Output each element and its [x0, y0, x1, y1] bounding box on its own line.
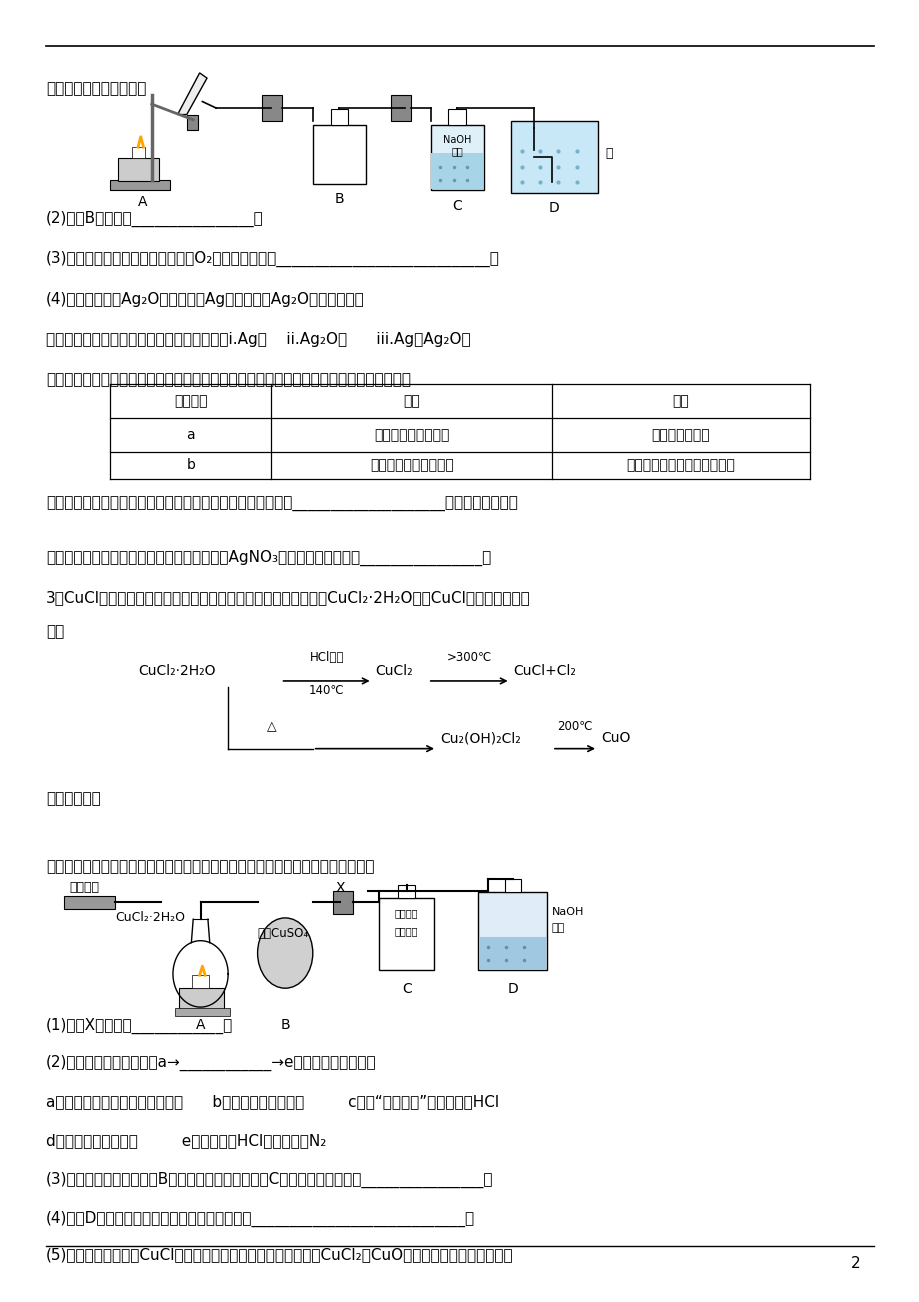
Bar	[479, 937, 546, 969]
Text: d．点燃酒精灯，加热         e．停止通入HCl，然后通入N₂: d．点燃酒精灯，加热 e．停止通入HCl，然后通入N₂	[46, 1133, 326, 1148]
Text: (2)实验操作的先后顺序是a→____________→e（填操作的编号）。: (2)实验操作的先后顺序是a→____________→e（填操作的编号）。	[46, 1055, 376, 1070]
Bar	[391, 95, 411, 121]
Bar	[64, 896, 115, 909]
Bar	[179, 988, 223, 1009]
Text: CuCl₂·2H₂O: CuCl₂·2H₂O	[138, 664, 215, 677]
Text: 现象: 现象	[672, 395, 688, 408]
Text: (4)装置D中发生的氧化还原反应的离子方程式是____________________________。: (4)装置D中发生的氧化还原反应的离子方程式是_________________…	[46, 1211, 474, 1226]
Text: 无水CuSO₄: 无水CuSO₄	[257, 927, 309, 940]
Bar	[505, 879, 521, 892]
Text: 究。: 究。	[46, 624, 64, 639]
Text: 黑色固体溶解，并有气体产生: 黑色固体溶解，并有气体产生	[626, 458, 734, 473]
Text: 溶液: 溶液	[551, 923, 564, 934]
Text: C: C	[452, 199, 461, 212]
Text: 操作: 操作	[403, 395, 420, 408]
Text: b: b	[187, 458, 195, 473]
Text: 《实验探究》该小组用下图所示装置进行实验（夹持仸器略）。请回答下列问题：: 《实验探究》该小组用下图所示装置进行实验（夹持仸器略）。请回答下列问题：	[46, 859, 374, 875]
Bar	[331, 109, 347, 125]
Text: 实验编号: 实验编号	[174, 395, 208, 408]
Text: C: C	[402, 983, 411, 996]
Text: 《资料查阅》: 《资料查阅》	[46, 792, 101, 807]
Text: 加入足量稀瑁酸，振赁: 加入足量稀瑁酸，振赁	[369, 458, 453, 473]
Bar	[262, 95, 282, 121]
Text: NaOH: NaOH	[443, 135, 471, 146]
Text: 气体入口: 气体入口	[69, 880, 99, 893]
Ellipse shape	[257, 918, 312, 988]
Text: Cu₂(OH)₂Cl₂: Cu₂(OH)₂Cl₂	[439, 732, 520, 745]
Text: D: D	[549, 202, 559, 215]
Bar	[448, 109, 466, 125]
Text: CuCl₂·2H₂O: CuCl₂·2H₂O	[115, 910, 185, 923]
Text: (3)在实验过程中，观察到B中物质由白色变为蓝色，C中试纸的颜色变化是________________。: (3)在实验过程中，观察到B中物质由白色变为蓝色，C中试纸的颜色变化是_____…	[46, 1172, 493, 1187]
Text: B: B	[335, 193, 344, 206]
Bar	[398, 885, 414, 898]
Text: (3)经小组讨论并验证该无色气体为O₂，其验证方法是____________________________。: (3)经小组讨论并验证该无色气体为O₂，其验证方法是______________…	[46, 251, 499, 267]
Text: X: X	[335, 881, 345, 894]
Bar	[131, 147, 145, 158]
Text: >300℃: >300℃	[446, 651, 492, 664]
Text: 湿润蓝色: 湿润蓝色	[394, 909, 418, 918]
Text: NaOH: NaOH	[551, 907, 584, 918]
Text: 石蕊试纸: 石蕊试纸	[394, 926, 418, 936]
Text: (2)装置B的作用是________________。: (2)装置B的作用是________________。	[46, 211, 264, 227]
Text: 加入足量氨水，振赁: 加入足量氨水，振赁	[374, 428, 448, 441]
Bar	[312, 125, 366, 184]
Text: 黑色固体不溶解: 黑色固体不溶解	[651, 428, 709, 441]
Polygon shape	[177, 73, 207, 115]
Text: 200℃: 200℃	[557, 720, 592, 733]
Bar	[430, 125, 483, 190]
Text: (1)仪器X的名称是____________。: (1)仪器X的名称是____________。	[46, 1018, 233, 1034]
Bar	[175, 1008, 230, 1016]
Text: 140℃: 140℃	[309, 684, 344, 697]
Bar	[187, 115, 198, 130]
Bar	[379, 898, 434, 970]
Text: CuCl₂: CuCl₂	[375, 664, 413, 677]
Bar	[478, 892, 547, 970]
Bar	[118, 158, 159, 181]
Text: A: A	[138, 195, 147, 208]
Text: a．检查装置的气密性后加入药品      b．息灯酒精灯，冷却         c．在“气体入口”处通入干燥HCl: a．检查装置的气密性后加入药品 b．息灯酒精灯，冷却 c．在“气体入口”处通入干…	[46, 1094, 499, 1109]
Text: B: B	[280, 1018, 289, 1031]
Text: 3．CuCl广泛应用于化工和印染等行业。某研究学习小组拟热分解CuCl₂·2H₂O制备CuCl，并进行相关探: 3．CuCl广泛应用于化工和印染等行业。某研究学习小组拟热分解CuCl₂·2H₂…	[46, 590, 530, 605]
Text: 《提出设想》试管中残留的黑色固体可能是：i.Ag；    ii.Ag₂O；      iii.Ag和Ag₂O。: 《提出设想》试管中残留的黑色固体可能是：i.Ag； ii.Ag₂O； iii.A…	[46, 332, 471, 348]
Bar	[192, 975, 209, 988]
Text: △: △	[267, 720, 276, 733]
Text: (4)《查阅资料》Ag₂O和粉末状的Ag均为黑色；Ag₂O可溶于氨水。: (4)《查阅资料》Ag₂O和粉末状的Ag均为黑色；Ag₂O可溶于氨水。	[46, 292, 364, 307]
Text: (5)反应结束后，取出CuCl产品进行实验，发现其中含有少量的CuCl₂或CuO杂质，根据资料信息分析：: (5)反应结束后，取出CuCl产品进行实验，发现其中含有少量的CuCl₂或CuO…	[46, 1247, 513, 1263]
Text: 2: 2	[850, 1256, 859, 1272]
Bar	[333, 891, 353, 914]
Text: D: D	[507, 983, 517, 996]
Text: 《实验结论》根据上述实验结果，该小组得出AgNO₃固体热分解的产物有________________。: 《实验结论》根据上述实验结果，该小组得出AgNO₃固体热分解的产物有______…	[46, 549, 491, 565]
Bar	[510, 121, 597, 193]
Text: a: a	[187, 428, 195, 441]
Text: 《实验验证》该小组为验证上述猜想，分别取少量黑色固体放入试管中，进行了如下实验。: 《实验验证》该小组为验证上述猜想，分别取少量黑色固体放入试管中，进行了如下实验。	[46, 372, 411, 388]
Text: 《实验评价》根据上述实验，不能确定固体产物成分的实验是____________________（填实验编号）。: 《实验评价》根据上述实验，不能确定固体产物成分的实验是_____________…	[46, 497, 517, 513]
Text: 溶液: 溶液	[451, 146, 462, 156]
Text: HCl气流: HCl气流	[309, 651, 344, 664]
Text: CuO: CuO	[600, 732, 630, 745]
Text: CuCl+Cl₂: CuCl+Cl₂	[513, 664, 575, 677]
Text: 水: 水	[605, 147, 612, 160]
Bar	[110, 180, 170, 190]
Text: A: A	[196, 1018, 205, 1031]
Bar	[431, 152, 482, 189]
Text: 试管中残留固体为黑色。: 试管中残留固体为黑色。	[46, 81, 146, 96]
